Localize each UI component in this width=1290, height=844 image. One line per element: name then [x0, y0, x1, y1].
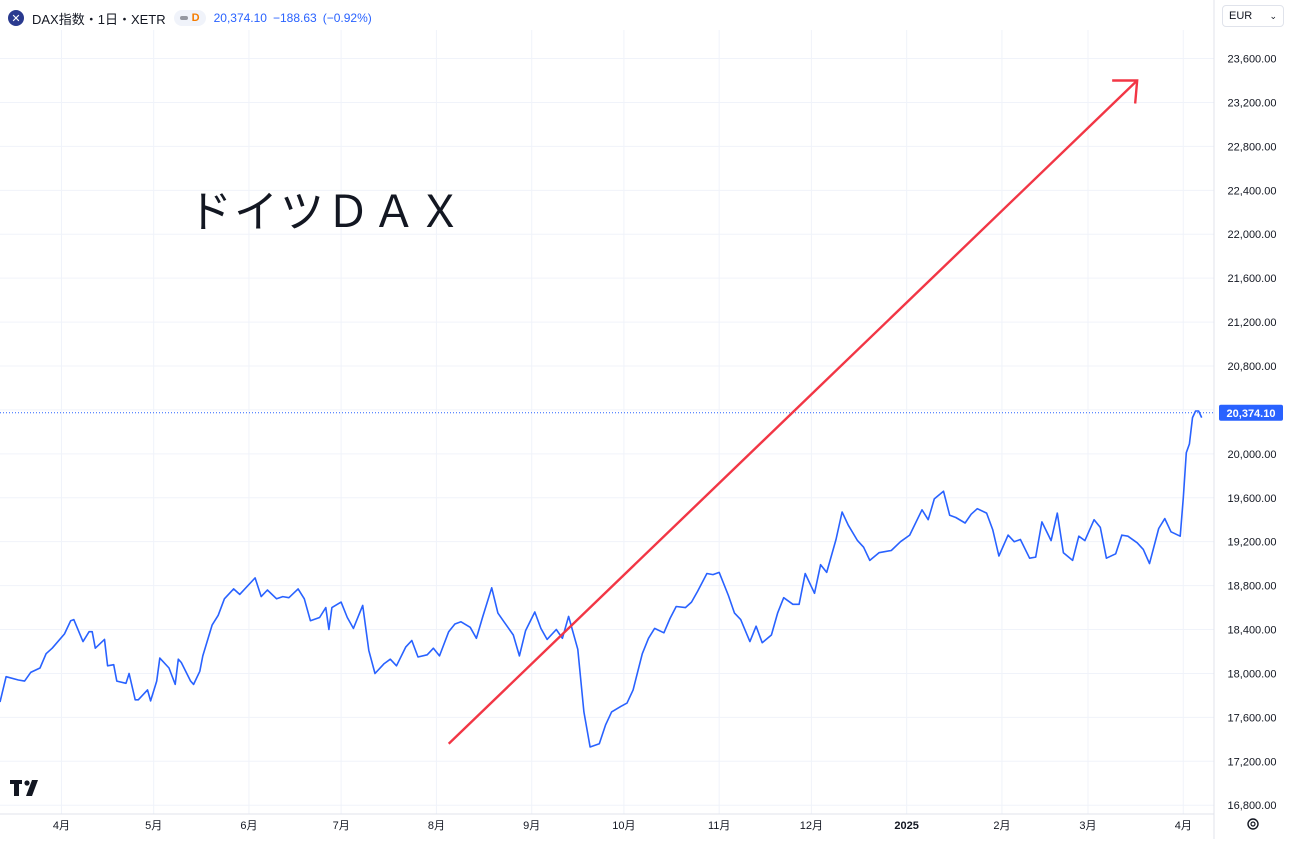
currency-value: EUR	[1229, 10, 1253, 22]
x-tick-label: 10月	[612, 820, 635, 832]
y-tick-label: 21,200.00	[1228, 317, 1277, 329]
y-tick-label: 17,200.00	[1228, 756, 1277, 768]
quote-info: 20,374.10 −188.63 (−0.92%)	[214, 11, 372, 25]
x-tick-label: 5月	[145, 820, 162, 832]
x-tick-label: 6月	[240, 820, 257, 832]
gear-icon[interactable]	[1245, 816, 1261, 832]
y-tick-label: 18,800.00	[1228, 581, 1277, 593]
y-tick-label: 22,000.00	[1228, 229, 1277, 241]
y-tick-label: 17,600.00	[1228, 712, 1277, 724]
tradingview-logo-icon[interactable]	[10, 780, 42, 796]
overlay-annotation-text: ドイツＤＡＸ	[188, 187, 464, 238]
price-change: −188.63	[272, 11, 317, 25]
y-tick-label: 16,800.00	[1228, 800, 1277, 812]
y-tick-label: 18,400.00	[1228, 625, 1277, 637]
data-status-pill[interactable]: D	[173, 10, 206, 26]
y-tick-label: 20,000.00	[1228, 449, 1277, 461]
y-tick-label: 22,800.00	[1228, 141, 1277, 153]
y-tick-label: 23,200.00	[1228, 97, 1277, 109]
symbol-title[interactable]: DAX指数・1日・XETR	[32, 11, 166, 27]
x-tick-label: 4月	[53, 820, 70, 832]
x-tick-label: 9月	[523, 820, 540, 832]
y-tick-label: 21,600.00	[1228, 273, 1277, 285]
close-x-icon[interactable]: ✕	[8, 10, 24, 26]
y-tick-label: 22,400.00	[1228, 185, 1277, 197]
y-tick-label: 19,600.00	[1228, 493, 1277, 505]
y-tick-label: 23,600.00	[1228, 54, 1277, 66]
chevron-down-icon: ⌄	[1269, 10, 1277, 21]
x-tick-label: 3月	[1079, 820, 1096, 832]
x-tick-label: 8月	[428, 820, 445, 832]
x-tick-label: 4月	[1175, 820, 1192, 832]
trend-arrow-head	[1112, 79, 1139, 104]
x-tick-label: 2025	[894, 820, 918, 832]
last-price: 20,374.10	[213, 11, 267, 25]
x-tick-label: 7月	[333, 820, 350, 832]
price-change-pct: (−0.92%)	[322, 11, 372, 25]
y-tick-label: 18,000.00	[1228, 668, 1277, 680]
x-tick-label: 12月	[800, 820, 823, 832]
y-tick-label: 20,800.00	[1228, 361, 1277, 373]
chart-header: ✕ DAX指数・1日・XETR D 20,374.10 −188.63 (−0.…	[8, 7, 372, 29]
x-tick-label: 11月	[708, 820, 730, 832]
y-tick-label: 19,200.00	[1228, 537, 1277, 549]
delay-badge: D	[191, 12, 200, 24]
status-dot-icon	[179, 16, 188, 20]
last-price-label: 20,374.10	[1227, 408, 1276, 420]
last-price-label-bg	[1219, 404, 1283, 421]
trend-arrow-line	[447, 79, 1138, 745]
x-tick-label: 2月	[993, 820, 1010, 832]
currency-select[interactable]: EUR ⌄	[1222, 5, 1284, 27]
series-line	[0, 410, 1203, 748]
